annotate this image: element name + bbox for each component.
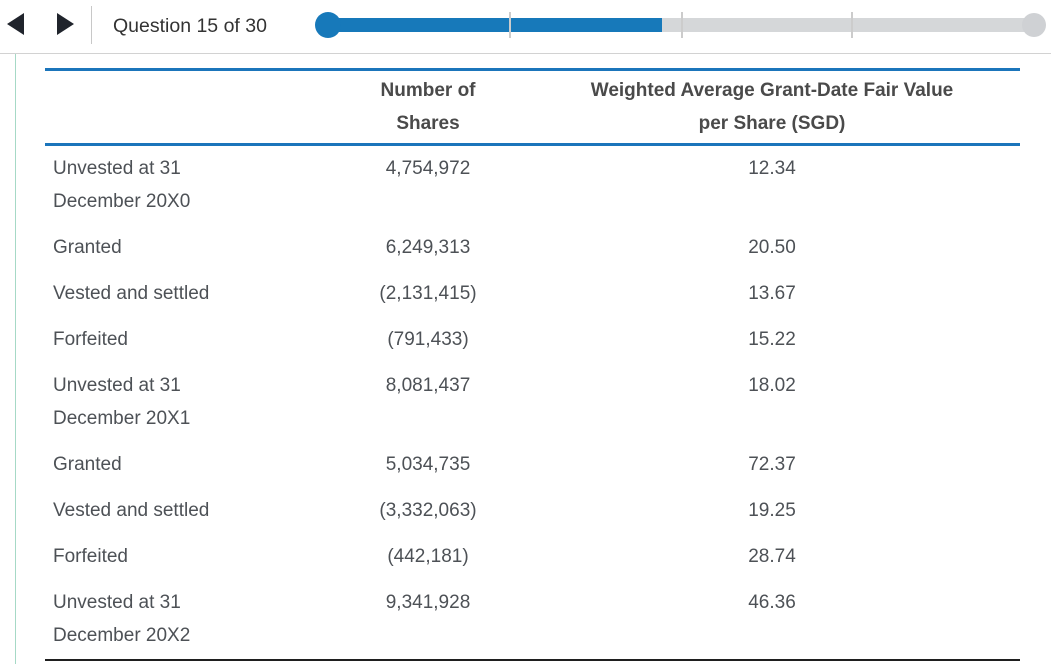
header-empty <box>45 68 332 146</box>
row-shares: 6,249,313 <box>385 237 471 258</box>
row-shares: 8,081,437 <box>385 375 471 396</box>
progress-slider <box>315 12 1046 38</box>
table-row: Unvested at 31 December 20X1 8,081,437 1… <box>45 363 1020 442</box>
table-row: Vested and settled (2,131,415) 13.67 <box>45 271 1020 317</box>
row-label: Vested and settled <box>53 283 210 304</box>
row-fair-value: 72.37 <box>748 454 796 475</box>
row-fair-value: 28.74 <box>748 546 796 567</box>
row-fair-value: 13.67 <box>748 283 796 304</box>
table-row: Unvested at 31 December 20X0 4,754,972 1… <box>45 145 1020 226</box>
row-label: Vested and settled <box>53 500 210 521</box>
progress-end-cap <box>1022 13 1046 37</box>
row-label: Forfeited <box>53 546 128 567</box>
row-label: Granted <box>53 237 122 258</box>
row-fair-value: 19.25 <box>748 500 796 521</box>
progress-slider-handle[interactable] <box>315 12 341 38</box>
row-shares: 9,341,928 <box>385 592 471 613</box>
row-shares: (2,131,415) <box>379 283 477 304</box>
progress-tick-25 <box>509 12 512 38</box>
progress-tick-75 <box>850 12 853 38</box>
table-row: Forfeited (442,181) 28.74 <box>45 534 1020 580</box>
row-label: Unvested at 31 December 20X0 <box>53 158 191 212</box>
share-grant-table: Number of Shares Weighted Average Grant-… <box>45 68 1020 661</box>
row-label: Granted <box>53 454 122 475</box>
table-row: Granted 6,249,313 20.50 <box>45 225 1020 271</box>
header-weighted-average-fair-value: Weighted Average Grant-Date Fair Value p… <box>524 68 1020 146</box>
question-toolbar: Question 15 of 30 <box>0 0 1051 54</box>
row-label: Unvested at 31 December 20X1 <box>53 375 191 429</box>
next-question-arrow-icon[interactable] <box>57 13 74 35</box>
row-shares: (791,433) <box>387 329 469 350</box>
left-accent-rule <box>15 54 16 664</box>
table-row: Granted 5,034,735 72.37 <box>45 442 1020 488</box>
table-row: Vested and settled (3,332,063) 19.25 <box>45 488 1020 534</box>
row-fair-value: 46.36 <box>748 592 796 613</box>
table-header-row: Number of Shares Weighted Average Grant-… <box>45 68 1020 146</box>
row-fair-value: 12.34 <box>748 158 796 179</box>
row-shares: (3,332,063) <box>379 500 477 521</box>
row-label: Unvested at 31 December 20X2 <box>53 592 191 646</box>
row-shares: 5,034,735 <box>385 454 471 475</box>
table-row: Forfeited (791,433) 15.22 <box>45 317 1020 363</box>
row-shares: (442,181) <box>387 546 469 567</box>
row-label: Forfeited <box>53 329 128 350</box>
previous-question-arrow-icon[interactable] <box>7 13 24 35</box>
row-fair-value: 18.02 <box>748 375 796 396</box>
question-progress-label: Question 15 of 30 <box>113 15 267 37</box>
progress-tick-50 <box>680 12 683 38</box>
progress-fill <box>318 18 662 32</box>
row-fair-value: 20.50 <box>748 237 796 258</box>
header-number-of-shares: Number of Shares <box>332 68 524 146</box>
row-shares: 4,754,972 <box>385 158 471 179</box>
row-fair-value: 15.22 <box>748 329 796 350</box>
toolbar-divider <box>91 6 92 44</box>
table-row: Unvested at 31 December 20X2 9,341,928 4… <box>45 580 1020 660</box>
